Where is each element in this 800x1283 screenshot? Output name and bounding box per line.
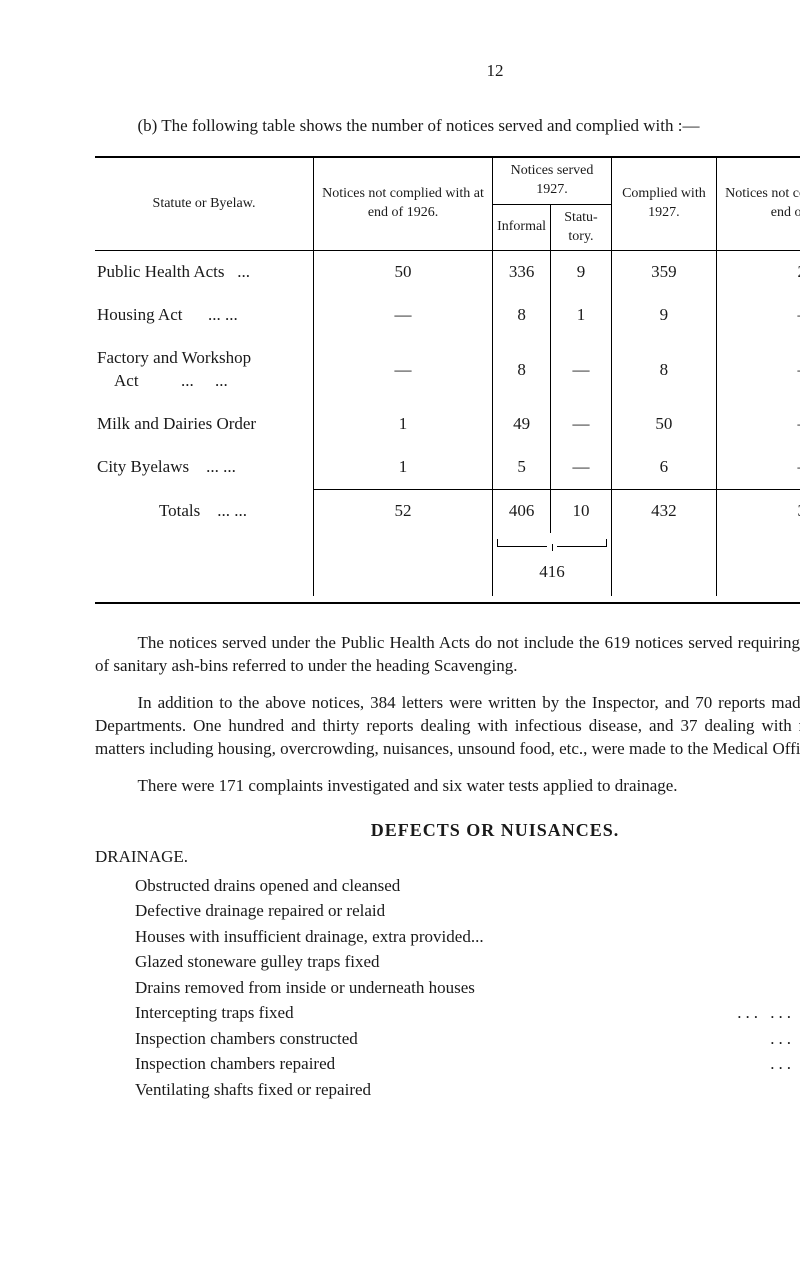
totals-row: Totals ... ... 52 406 10 432 36 xyxy=(95,490,800,533)
cell: 26 xyxy=(716,251,800,294)
leader-dots: ... ... ... ... xyxy=(294,1000,800,1026)
leader-dots: ... ... xyxy=(385,898,800,924)
cell: — xyxy=(551,403,612,446)
cell: 359 xyxy=(611,251,716,294)
leader-dots: ... ... xyxy=(371,1077,800,1103)
intro-paragraph: (b) The following table shows the number… xyxy=(95,115,800,138)
brace-sum: 416 xyxy=(493,559,612,596)
col-complied: Complied with 1927. xyxy=(611,157,716,251)
brace-sum-row: 416 xyxy=(95,559,800,596)
cell: — xyxy=(716,337,800,403)
leader-dots: ... ... xyxy=(380,949,800,975)
item-label: Houses with insufficient drainage, extra… xyxy=(135,924,484,950)
col-statutory: Statu- tory. xyxy=(551,204,612,251)
cell: 9 xyxy=(611,294,716,337)
cell: 1 xyxy=(551,294,612,337)
col-statute: Statute or Byelaw. xyxy=(95,157,314,251)
cell: 8 xyxy=(493,294,551,337)
item-label: Ventilating shafts fixed or repaired xyxy=(135,1077,371,1103)
item-label: Intercepting traps fixed xyxy=(135,1000,294,1026)
leader-dots: ... ... ... xyxy=(358,1026,800,1052)
cell-dots: ... ... xyxy=(206,457,236,476)
cell: 36 xyxy=(716,490,800,533)
list-item: Intercepting traps fixed... ... ... ...4 xyxy=(135,1000,800,1026)
item-label: Obstructed drains opened and cleansed xyxy=(135,873,400,899)
drainage-subheading: DRAINAGE. xyxy=(95,846,800,869)
item-label: Inspection chambers constructed xyxy=(135,1026,358,1052)
cell-statute: Milk and Dairies Order xyxy=(97,414,256,433)
table-bottom-rule xyxy=(95,602,800,604)
cell-statute: Housing Act xyxy=(97,305,182,324)
cell: — xyxy=(551,337,612,403)
item-label: Glazed stoneware gulley traps fixed xyxy=(135,949,380,975)
cell: — xyxy=(716,403,800,446)
cell-dots: ... ... xyxy=(208,305,238,324)
table-row: Public Health Acts ... 50 336 9 359 26 xyxy=(95,251,800,294)
cell: — xyxy=(314,294,493,337)
cell-dots: ... xyxy=(237,262,250,281)
cell: 10 xyxy=(551,490,612,533)
defects-list: Obstructed drains opened and cleansed...… xyxy=(95,873,800,1103)
section-heading: DEFECTS OR NUISANCES. xyxy=(95,818,800,842)
cell: 50 xyxy=(611,403,716,446)
cell: — xyxy=(716,446,800,489)
cell: 336 xyxy=(493,251,551,294)
cell-statute: Factory and Workshop Act ... ... xyxy=(97,348,251,390)
cell: 6 xyxy=(611,446,716,489)
list-item: Drains removed from inside or underneath… xyxy=(135,975,800,1001)
cell-dots: ... ... xyxy=(217,501,247,520)
cell: 432 xyxy=(611,490,716,533)
page-number: 12 xyxy=(95,60,800,83)
cell: 1 xyxy=(314,446,493,489)
leader-dots: ... ... ... xyxy=(335,1051,800,1077)
cell: — xyxy=(314,337,493,403)
item-label: Inspection chambers repaired xyxy=(135,1051,335,1077)
item-label: Defective drainage repaired or relaid xyxy=(135,898,385,924)
cell: 8 xyxy=(493,337,551,403)
cell: 8 xyxy=(611,337,716,403)
cell: 49 xyxy=(493,403,551,446)
item-label: Drains removed from inside or underneath… xyxy=(135,975,475,1001)
cell: 9 xyxy=(551,251,612,294)
notices-table: Statute or Byelaw. Notices not complied … xyxy=(95,156,800,596)
cell: 1 xyxy=(314,403,493,446)
col-not-complied-1927: Notices not complied with at end of 1927… xyxy=(716,157,800,251)
body-paragraph: In addition to the above notices, 384 le… xyxy=(95,692,800,761)
brace-icon xyxy=(497,537,607,555)
list-item: Obstructed drains opened and cleansed...… xyxy=(135,873,800,899)
list-item: Inspection chambers repaired... ... ...5 xyxy=(135,1051,800,1077)
cell: — xyxy=(551,446,612,489)
table-row: Factory and Workshop Act ... ... — 8 — 8… xyxy=(95,337,800,403)
list-item: Defective drainage repaired or relaid...… xyxy=(135,898,800,924)
table-row: City Byelaws ... ... 1 5 — 6 — xyxy=(95,446,800,489)
list-item: Houses with insufficient drainage, extra… xyxy=(135,924,800,950)
leader-dots: ... ... xyxy=(400,873,800,899)
col-not-complied-1926: Notices not complied with at end of 1926… xyxy=(314,157,493,251)
cell: 50 xyxy=(314,251,493,294)
list-item: Inspection chambers constructed... ... .… xyxy=(135,1026,800,1052)
totals-label: Totals xyxy=(159,501,200,520)
cell-statute: City Byelaws xyxy=(97,457,189,476)
cell: 52 xyxy=(314,490,493,533)
list-item: Ventilating shafts fixed or repaired... … xyxy=(135,1077,800,1103)
brace-row xyxy=(95,533,800,559)
table-row: Housing Act ... ... — 8 1 9 — xyxy=(95,294,800,337)
cell: — xyxy=(716,294,800,337)
cell: 5 xyxy=(493,446,551,489)
body-paragraph: There were 171 complaints investigated a… xyxy=(95,775,800,798)
list-item: Glazed stoneware gulley traps fixed... .… xyxy=(135,949,800,975)
col-served-1927: Notices served 1927. xyxy=(493,157,612,204)
col-informal: Informal xyxy=(493,204,551,251)
cell: 406 xyxy=(493,490,551,533)
cell-statute: Public Health Acts xyxy=(97,262,224,281)
table-row: Milk and Dairies Order 1 49 — 50 — xyxy=(95,403,800,446)
body-paragraph: The notices served under the Public Heal… xyxy=(95,632,800,678)
